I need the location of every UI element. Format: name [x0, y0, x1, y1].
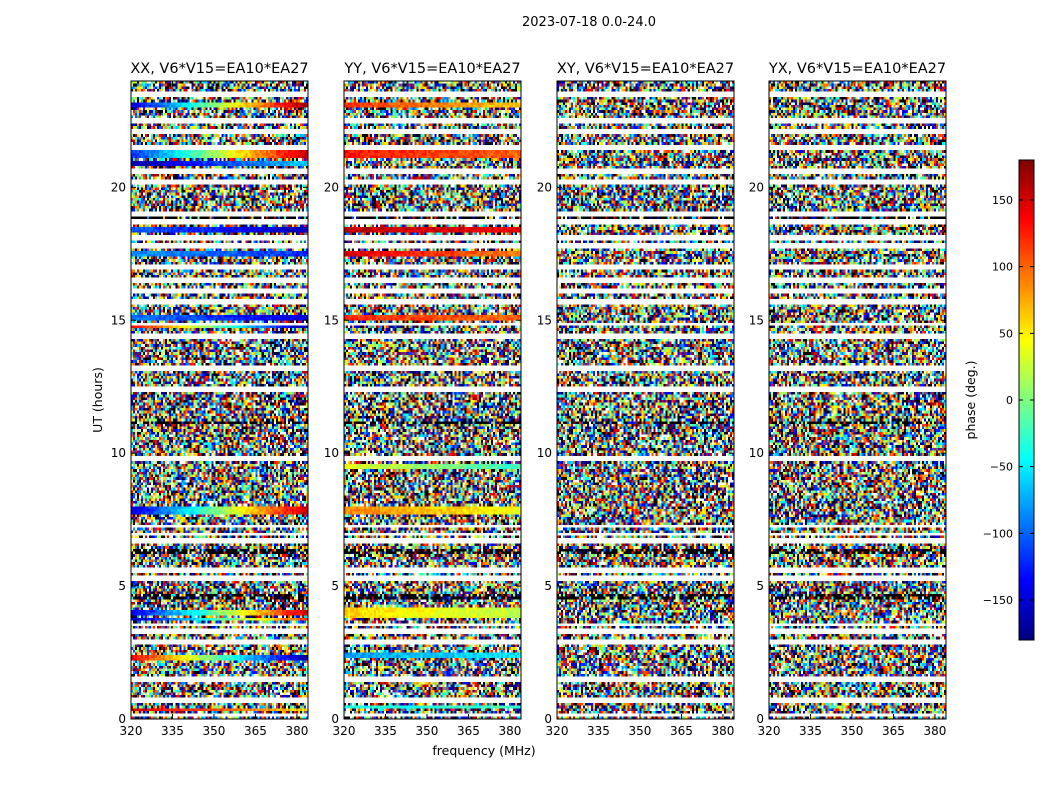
- y-tick-label: 0: [331, 712, 339, 726]
- colorbar-tick-label: −100: [983, 527, 1013, 540]
- panel-3: XY, V6*V15=EA10*EA27 320 335 350 365 380 0 5 10 1…: [537, 61, 735, 738]
- y-tick-label: 0: [544, 712, 552, 726]
- x-tick-label: 365: [670, 724, 693, 738]
- y-tick-label: 20: [111, 180, 126, 194]
- y-tick-label: 0: [756, 712, 764, 726]
- y-tick-label: 5: [544, 579, 552, 593]
- x-tick-label: 365: [457, 724, 480, 738]
- x-tick-label: 320: [120, 724, 143, 738]
- y-tick-label: 20: [537, 180, 552, 194]
- y-tick-label: 20: [749, 180, 764, 194]
- x-tick-label: 335: [587, 724, 610, 738]
- colorbar-tick-label: 100: [992, 261, 1013, 274]
- x-tick-label: 320: [333, 724, 356, 738]
- panel-title: XY, V6*V15=EA10*EA27: [557, 61, 734, 77]
- panel-1: XX, V6*V15=EA10*EA27 320 335 350 365 380 0 5 10 1…: [111, 61, 309, 738]
- colorbar-gradient: [1019, 160, 1034, 640]
- colorbar-tick-label: 150: [992, 194, 1013, 207]
- x-tick-label: 335: [374, 724, 397, 738]
- y-tick-label: 5: [331, 579, 339, 593]
- colorbar-tick-label: 50: [999, 327, 1013, 340]
- x-tick-label: 335: [799, 724, 822, 738]
- y-tick-label: 15: [537, 313, 552, 327]
- axes-frame: [130, 80, 309, 720]
- y-tick-label: 15: [749, 313, 764, 327]
- y-tick-label: 15: [111, 313, 126, 327]
- y-tick-label: 5: [756, 579, 764, 593]
- y-tick-label: 20: [324, 180, 339, 194]
- colorbar: −150 −100 −50 0 50 100 150 phase (deg.): [963, 159, 1035, 641]
- figure-suptitle: 2023-07-18 0.0-24.0: [522, 15, 656, 30]
- colorbar-label: phase (deg.): [963, 361, 978, 440]
- panel-title: YY, V6*V15=EA10*EA27: [343, 61, 520, 77]
- panel-4: YX, V6*V15=EA10*EA27 320 335 350 365 380 0 5 10 1…: [749, 61, 947, 738]
- x-tick-label: 350: [416, 724, 439, 738]
- x-tick-label: 365: [882, 724, 905, 738]
- x-tick-label: 350: [629, 724, 652, 738]
- heatmap-image: [344, 81, 521, 719]
- x-tick-label: 380: [711, 724, 734, 738]
- panel-2: YY, V6*V15=EA10*EA27 320 335 350 365 380 0 5 10 1…: [324, 61, 522, 738]
- y-tick-label: 0: [118, 712, 126, 726]
- colorbar-tick-label: 0: [1006, 394, 1013, 407]
- x-tick-label: 350: [203, 724, 226, 738]
- axes-frame: [343, 80, 522, 720]
- y-tick-label: 10: [111, 446, 126, 460]
- panels: XX, V6*V15=EA10*EA27 320 335 350 365 380 0 5 10 1…: [111, 61, 947, 738]
- y-tick-label: 15: [324, 313, 339, 327]
- x-tick-label: 380: [285, 724, 308, 738]
- x-tick-label: 320: [546, 724, 569, 738]
- y-tick-label: 10: [537, 446, 552, 460]
- x-tick-label: 320: [758, 724, 781, 738]
- axes-frame: [556, 80, 735, 720]
- x-tick-label: 350: [841, 724, 864, 738]
- colorbar-tick-label: −150: [983, 594, 1013, 607]
- y-tick-label: 5: [118, 579, 126, 593]
- heatmap-image: [131, 81, 308, 719]
- x-axis-label: frequency (MHz): [432, 743, 535, 758]
- y-tick-label: 10: [749, 446, 764, 460]
- colorbar-tick-label: −50: [990, 461, 1013, 474]
- y-tick-label: 10: [324, 446, 339, 460]
- heatmap-image: [769, 81, 946, 719]
- axes-frame: [768, 80, 947, 720]
- x-tick-label: 380: [923, 724, 946, 738]
- panel-title: YX, V6*V15=EA10*EA27: [768, 61, 946, 77]
- x-tick-label: 365: [244, 724, 267, 738]
- panel-title: XX, V6*V15=EA10*EA27: [130, 61, 308, 77]
- y-axis-label: UT (hours): [90, 367, 105, 433]
- heatmap-image: [557, 81, 734, 719]
- x-tick-label: 380: [498, 724, 521, 738]
- x-tick-label: 335: [161, 724, 184, 738]
